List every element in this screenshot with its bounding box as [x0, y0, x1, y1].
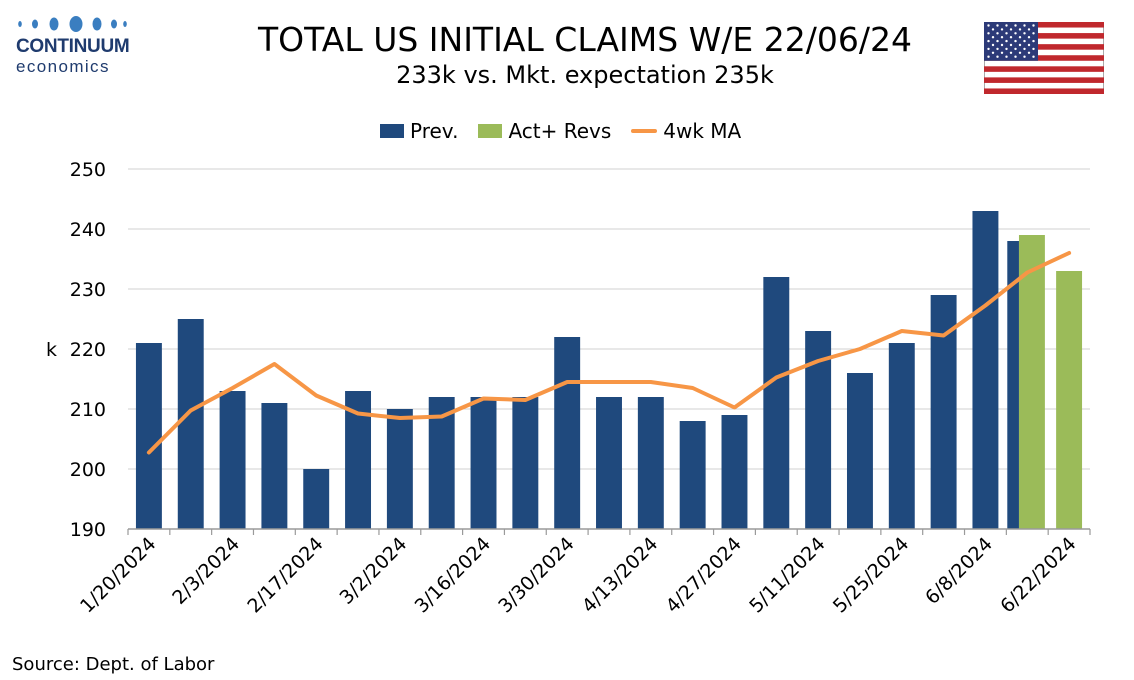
y-tick-label: 190: [70, 519, 106, 541]
x-tick-label: 3/30/2024: [494, 533, 578, 617]
bar-prev: [303, 469, 330, 529]
x-tick-label: 2/3/2024: [168, 533, 244, 609]
us-flag-icon: [984, 22, 1104, 94]
logo-name: CONTINUUM: [16, 36, 130, 57]
y-tick-label: 210: [70, 399, 106, 421]
legend-swatch-act-revs: [478, 124, 503, 138]
bar-prev: [219, 391, 246, 529]
y-axis-label: k: [46, 339, 57, 361]
legend-swatch-prev: [380, 124, 404, 138]
bar-prev: [554, 337, 581, 529]
y-tick-label: 200: [70, 459, 106, 481]
bar-act-revs: [1056, 271, 1083, 529]
bar-prev: [428, 397, 455, 529]
y-tick-label: 240: [70, 219, 106, 241]
x-tick-label: 2/17/2024: [243, 533, 327, 617]
x-tick-label: 3/16/2024: [411, 533, 495, 617]
logo-dots-icon: [18, 16, 127, 32]
y-tick-label: 220: [70, 339, 106, 361]
legend-item-4wk-ma: 4wk MA: [631, 119, 741, 143]
y-tick-label: 250: [70, 159, 106, 181]
x-tick-label: 6/8/2024: [921, 533, 997, 609]
source-note: Source: Dept. of Labor: [12, 654, 215, 675]
legend-label-act-revs: Act+ Revs: [508, 119, 612, 143]
bar-prev: [386, 409, 413, 529]
logo-subtitle: economics: [16, 57, 110, 76]
y-tick-label: 230: [70, 279, 106, 301]
legend-label-prev: Prev.: [410, 119, 459, 143]
bar-prev: [596, 397, 622, 529]
x-tick-label: 3/2/2024: [336, 533, 412, 609]
bar-prev: [512, 397, 539, 529]
bar-prev: [721, 415, 748, 529]
legend-label-4wk-ma: 4wk MA: [663, 119, 742, 143]
x-tick-label: 5/25/2024: [829, 533, 913, 617]
continuum-logo: CONTINUUM economics: [12, 14, 132, 78]
x-tick-label: 5/11/2024: [745, 533, 829, 617]
bar-prev: [846, 373, 873, 529]
bar-prev: [177, 319, 204, 529]
chart-subtitle: 233k vs. Mkt. expectation 235k: [396, 61, 774, 89]
bar-prev: [888, 343, 915, 529]
bar-prev: [637, 397, 664, 529]
legend-item-prev: Prev.: [380, 119, 458, 143]
bar-prev: [679, 421, 706, 529]
bar-prev: [261, 403, 288, 529]
bar-act-revs: [1018, 235, 1045, 529]
x-tick-label: 6/22/2024: [996, 533, 1080, 617]
chart-title: TOTAL US INITIAL CLAIMS W/E 22/06/24: [258, 20, 912, 59]
series-line-4wk-ma: [146, 251, 1072, 455]
bar-prev: [135, 343, 162, 529]
bar-prev: [470, 397, 497, 529]
x-tick-label: 4/27/2024: [662, 533, 746, 617]
legend-swatch-4wk-ma: [631, 129, 658, 133]
bar-prev: [1007, 241, 1019, 529]
x-tick-label: 4/13/2024: [578, 533, 662, 617]
bar-prev: [972, 211, 999, 529]
chart-legend: Prev. Act+ Revs 4wk MA: [380, 118, 761, 144]
x-tick-label: 1/20/2024: [76, 533, 160, 617]
legend-item-act-revs: Act+ Revs: [478, 119, 611, 143]
bar-prev: [763, 277, 790, 529]
